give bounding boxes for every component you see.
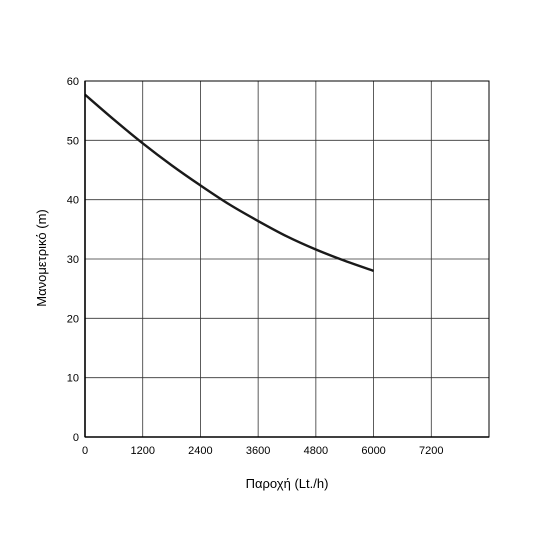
plot-frame	[84, 80, 490, 438]
x-tick-label: 7200	[419, 445, 443, 457]
y-tick-label: 50	[67, 135, 79, 147]
x-tick-label: 6000	[361, 445, 385, 457]
x-tick-label: 0	[82, 445, 88, 457]
y-tick-label: 10	[67, 373, 79, 385]
grid	[85, 81, 489, 437]
series-line	[84, 93, 374, 273]
y-tick-label: 40	[67, 195, 79, 207]
x-tick-label: 3600	[246, 445, 270, 457]
y-tick-label: 0	[73, 432, 79, 444]
y-tick-label: 60	[67, 76, 79, 88]
x-tick-label: 2400	[188, 445, 212, 457]
tick-labels: 0 1200 2400 3600 4800 6000 7200 0 10 20 30 40 50 60	[67, 76, 444, 457]
x-axis-title: Παροχή (Lt./h)	[246, 476, 329, 491]
series-layer	[84, 93, 374, 273]
x-tick-label: 1200	[130, 445, 154, 457]
x-tick-label: 4800	[304, 445, 328, 457]
y-tick-label: 20	[67, 313, 79, 325]
y-axis-title: Μανομετρικό (m)	[34, 209, 49, 306]
y-tick-label: 30	[67, 254, 79, 266]
